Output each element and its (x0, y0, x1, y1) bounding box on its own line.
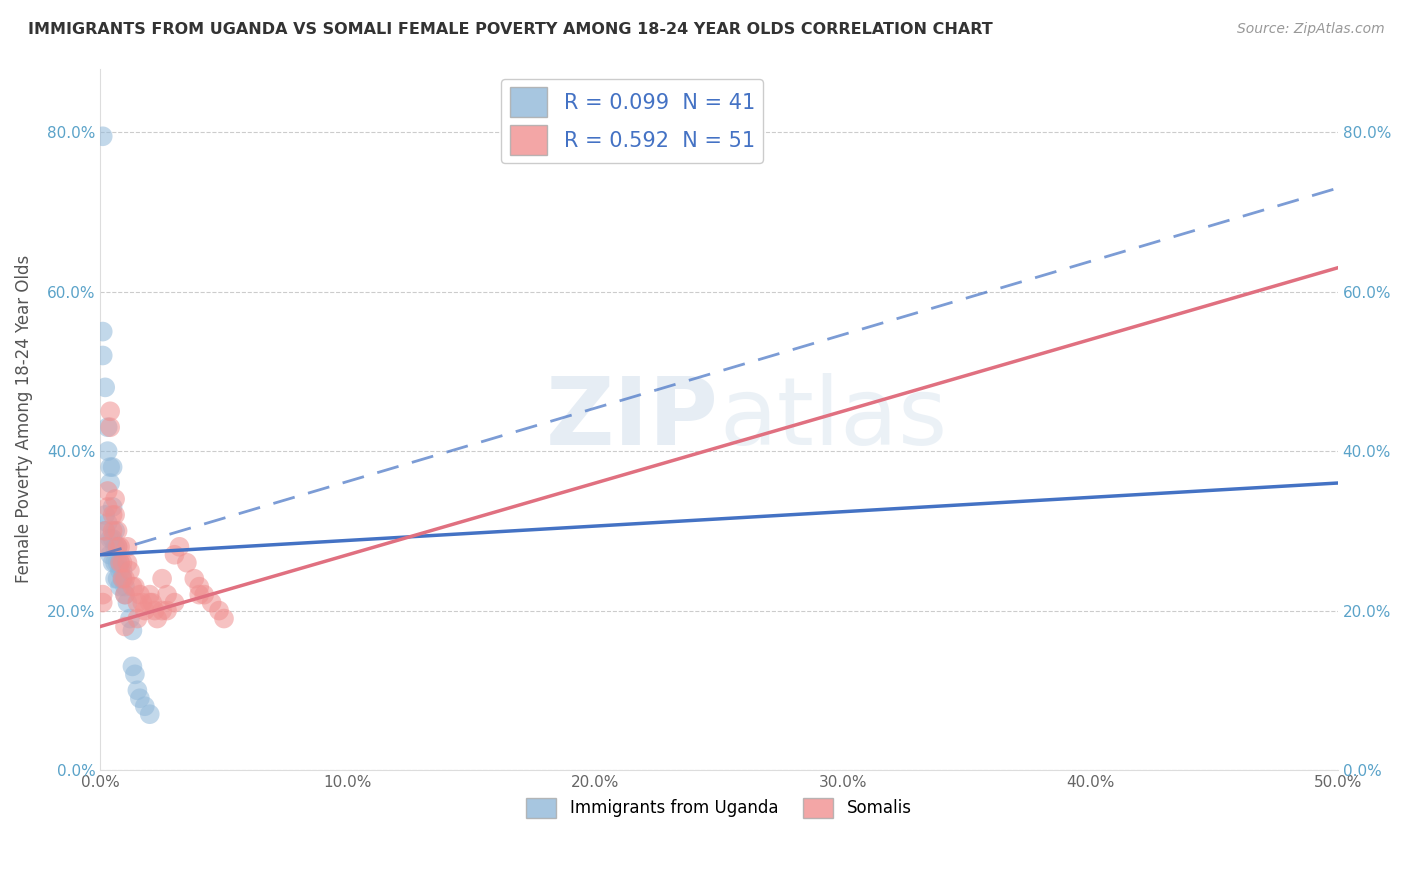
Text: ZIP: ZIP (546, 373, 718, 466)
Point (114, 580, 136, 594)
Point (94, 508, 117, 522)
Point (91, 129, 114, 144)
Point (94, 524, 117, 538)
Point (111, 572, 134, 586)
Point (111, 564, 134, 578)
Point (108, 580, 131, 594)
Point (104, 572, 127, 586)
Point (104, 508, 127, 522)
Point (101, 532, 124, 546)
Point (101, 556, 124, 570)
Point (111, 556, 134, 570)
Point (188, 588, 211, 602)
Point (163, 596, 186, 610)
Point (146, 611, 169, 625)
Point (108, 556, 131, 570)
Point (98, 548, 121, 562)
Point (107, 540, 129, 554)
Point (104, 491, 127, 506)
Point (97, 420, 120, 434)
Point (114, 588, 136, 602)
Point (183, 572, 205, 586)
Point (98, 532, 121, 546)
Point (104, 540, 127, 554)
Point (131, 596, 153, 610)
Point (127, 611, 149, 625)
Point (193, 588, 215, 602)
Point (141, 596, 163, 610)
Point (124, 667, 146, 681)
Point (114, 588, 136, 602)
Point (97, 516, 120, 530)
Point (128, 588, 150, 602)
Point (121, 580, 143, 594)
Point (101, 460, 124, 475)
Point (108, 564, 131, 578)
Point (94, 380, 117, 394)
Point (94, 524, 117, 538)
Point (127, 596, 149, 610)
Point (163, 548, 186, 562)
Point (134, 603, 156, 617)
Point (150, 603, 173, 617)
Point (114, 572, 136, 586)
Point (104, 524, 127, 538)
Point (98, 420, 121, 434)
Legend: Immigrants from Uganda, Somalis: Immigrants from Uganda, Somalis (520, 791, 918, 825)
Y-axis label: Female Poverty Among 18-24 Year Olds: Female Poverty Among 18-24 Year Olds (15, 255, 32, 583)
Point (107, 540, 129, 554)
Point (121, 659, 143, 673)
Point (117, 596, 139, 610)
Point (121, 624, 143, 638)
Point (139, 588, 162, 602)
Point (108, 540, 131, 554)
Point (118, 564, 141, 578)
Point (107, 556, 129, 570)
Text: Source: ZipAtlas.com: Source: ZipAtlas.com (1237, 22, 1385, 37)
Point (208, 603, 231, 617)
Point (127, 683, 149, 698)
Point (212, 611, 235, 625)
Point (94, 540, 117, 554)
Point (117, 540, 139, 554)
Point (169, 540, 191, 554)
Point (108, 556, 131, 570)
Point (139, 596, 162, 610)
Point (91, 588, 114, 602)
Point (98, 476, 121, 491)
Point (97, 483, 120, 498)
Point (188, 580, 211, 594)
Point (107, 572, 129, 586)
Point (97, 444, 120, 458)
Point (118, 611, 141, 625)
Point (143, 603, 166, 617)
Point (124, 580, 146, 594)
Point (107, 524, 129, 538)
Point (117, 556, 139, 570)
Point (91, 596, 114, 610)
Point (101, 500, 124, 514)
Point (150, 572, 173, 586)
Point (104, 556, 127, 570)
Point (114, 619, 136, 633)
Text: IMMIGRANTS FROM UGANDA VS SOMALI FEMALE POVERTY AMONG 18-24 YEAR OLDS CORRELATIO: IMMIGRANTS FROM UGANDA VS SOMALI FEMALE … (28, 22, 993, 37)
Point (139, 707, 162, 722)
Text: atlas: atlas (718, 373, 948, 466)
Point (91, 325, 114, 339)
Point (91, 349, 114, 363)
Point (201, 596, 224, 610)
Point (101, 524, 124, 538)
Point (98, 460, 121, 475)
Point (111, 572, 134, 586)
Point (128, 691, 150, 706)
Point (134, 699, 156, 714)
Point (97, 500, 120, 514)
Point (176, 556, 198, 570)
Point (156, 588, 179, 602)
Point (94, 540, 117, 554)
Point (156, 603, 179, 617)
Point (101, 508, 124, 522)
Point (98, 404, 121, 418)
